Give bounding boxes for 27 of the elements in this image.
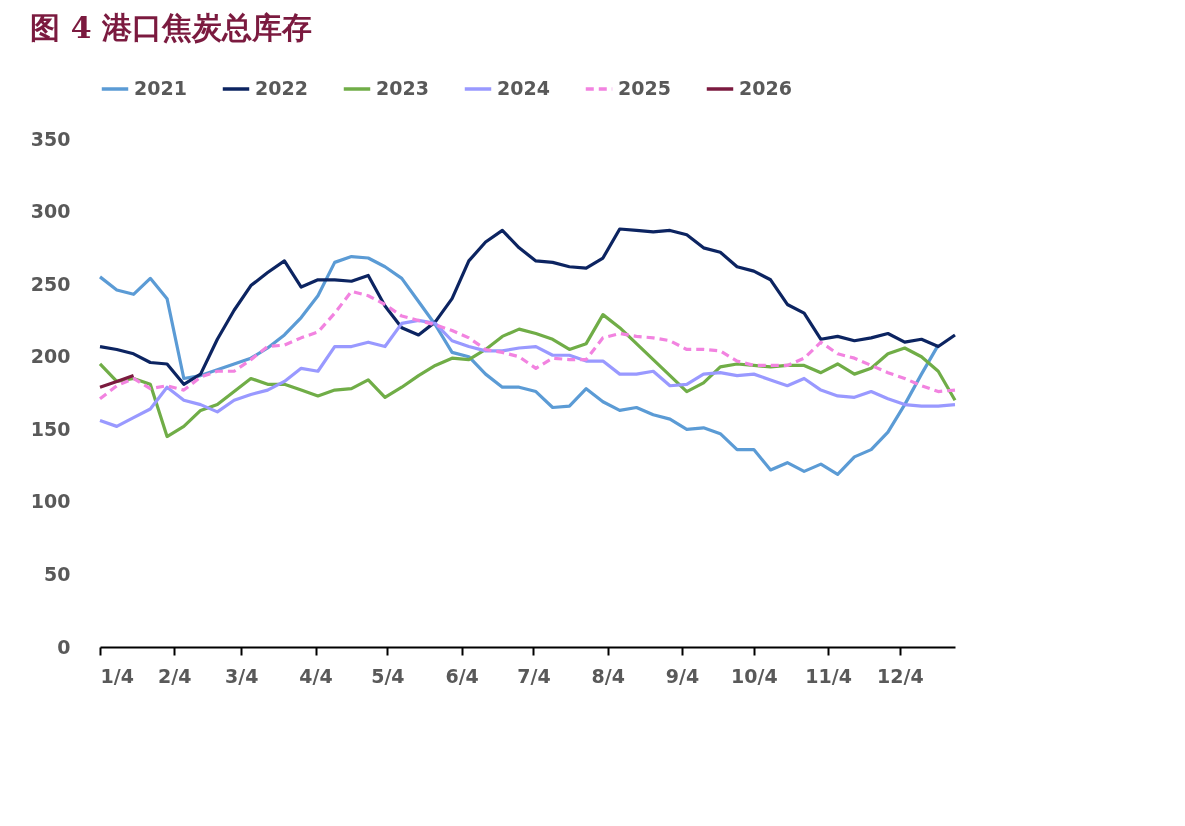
legend-label: 2025: [618, 77, 671, 99]
x-tick-label: 8/4: [591, 664, 625, 687]
x-tick-label: 4/4: [299, 664, 333, 687]
y-tick-label: 200: [30, 345, 71, 368]
y-tick-label: 150: [30, 417, 71, 440]
x-tick-label: 9/4: [665, 664, 700, 687]
x-tick-label: 10/4: [731, 664, 778, 687]
legend-label: 2024: [497, 77, 550, 99]
legend-label: 2021: [134, 77, 187, 99]
x-tick-label: 5/4: [371, 664, 405, 687]
y-tick-label: 0: [57, 635, 71, 658]
x-tick-label: 7/4: [517, 664, 551, 687]
y-tick-label: 300: [30, 200, 71, 223]
y-tick-label: 250: [30, 272, 71, 295]
legend-label: 2023: [376, 77, 429, 99]
chart-title: 图 4 港口焦炭总库存: [30, 10, 313, 45]
x-tick-label: 1/4: [100, 664, 134, 687]
y-tick-label: 50: [44, 562, 71, 585]
x-tick-label: 11/4: [805, 664, 852, 687]
x-tick-label: 6/4: [445, 664, 479, 687]
x-tick-label: 3/4: [225, 664, 259, 687]
y-tick-label: 100: [30, 490, 71, 513]
x-tick-label: 12/4: [877, 664, 924, 687]
legend-label: 2022: [255, 77, 308, 99]
x-tick-label: 2/4: [158, 664, 192, 687]
y-tick-label: 350: [30, 127, 71, 150]
legend-label: 2026: [739, 77, 792, 99]
